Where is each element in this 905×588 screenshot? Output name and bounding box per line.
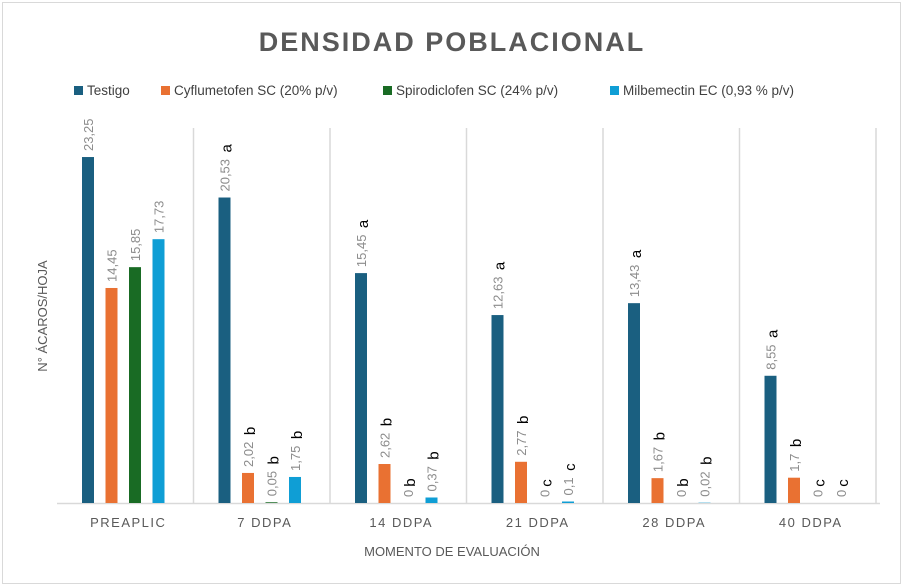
x-tick-label: 28 DDPA (642, 515, 706, 530)
data-label: 0 (674, 490, 689, 497)
bar (628, 303, 640, 503)
data-label: 0 (401, 490, 416, 497)
bar (242, 472, 254, 503)
data-label: 2,62 (378, 433, 393, 458)
bars: 23,25 14,45 15,85 17,73 20,53 a 2,02 b 0,05 b 1,75… (81, 118, 852, 504)
significance-letter: a (628, 249, 645, 258)
data-label: 0 (538, 490, 553, 497)
significance-letter: b (242, 427, 259, 435)
significance-letter: b (426, 451, 443, 459)
legend: Testigo Cyflumetofen SC (20% p/v) Spirodic… (74, 83, 794, 98)
data-label: 0,05 (265, 471, 280, 496)
data-label: 0,02 (698, 471, 713, 496)
x-tick-label: 14 DDPA (369, 515, 433, 530)
x-axis-label: MOMENTO DE EVALUACIÓN (364, 544, 540, 559)
bar (491, 315, 504, 503)
bar (152, 239, 165, 503)
data-label: 23,25 (81, 118, 96, 151)
x-tick-label: 21 DDPA (506, 515, 570, 530)
bar (788, 477, 800, 503)
bar (105, 287, 118, 503)
significance-letter: c (562, 463, 579, 471)
significance-letter: b (266, 456, 283, 464)
data-label: 15,45 (354, 235, 369, 268)
x-tick-label: 7 DDPA (237, 515, 292, 530)
bar (515, 461, 527, 503)
bar (355, 273, 367, 503)
data-label: 14,45 (105, 249, 120, 282)
legend-label: Milbemectin EC (0,93 % p/v) (623, 83, 794, 98)
data-label: 13,43 (627, 265, 642, 298)
data-label: 0 (811, 490, 826, 497)
legend-swatch (74, 86, 83, 95)
bar (129, 267, 141, 503)
bar (265, 502, 278, 503)
x-tick-label: PREAPLIC (90, 515, 166, 530)
legend-swatch (383, 86, 392, 95)
bar (218, 197, 231, 503)
significance-letter: b (379, 418, 396, 426)
legend-label: Cyflumetofen SC (20% p/v) (174, 83, 338, 98)
bar (289, 476, 301, 503)
significance-letter: c (835, 479, 852, 487)
significance-letter: b (652, 432, 669, 440)
legend-label: Spirodiclofen SC (24% p/v) (396, 83, 558, 98)
x-tick-label: 40 DDPA (779, 515, 843, 530)
gridlines (57, 128, 880, 505)
significance-letter: a (492, 261, 509, 270)
data-label: 17,73 (152, 201, 167, 234)
data-label: 1,67 (651, 447, 666, 472)
data-label: 2,02 (241, 442, 256, 467)
data-label: 1,7 (787, 454, 802, 472)
data-label: 15,85 (128, 229, 143, 262)
significance-letter: b (515, 416, 532, 424)
significance-letter: b (788, 439, 805, 447)
data-label: 0,37 (425, 466, 440, 491)
significance-letter: b (699, 457, 716, 465)
significance-letter: b (675, 478, 692, 486)
data-label: 12,63 (491, 277, 506, 310)
bar (562, 501, 574, 503)
significance-letter: b (402, 478, 419, 486)
legend-swatch (610, 86, 619, 95)
bar (378, 464, 391, 503)
significance-letter: c (812, 479, 829, 487)
data-label: 0,1 (561, 477, 576, 495)
significance-letter: c (539, 479, 556, 487)
significance-letter: a (219, 144, 236, 153)
bar (651, 478, 664, 503)
significance-letter: a (765, 329, 782, 338)
data-label: 2,77 (514, 430, 529, 455)
significance-letter: a (355, 219, 372, 228)
chart-title: DENSIDAD POBLACIONAL (259, 27, 646, 57)
legend-label: Testigo (87, 83, 130, 98)
bar (764, 375, 777, 503)
data-label: 1,75 (288, 446, 303, 471)
y-axis-label: N° ÁCAROS/HOJA (35, 260, 50, 372)
significance-letter: b (289, 431, 306, 439)
data-label: 0 (834, 490, 849, 497)
x-tick-labels: PREAPLIC 7 DDPA 14 DDPA 21 DDPA 28 DDPA 40 DD… (90, 515, 843, 530)
bar (82, 157, 94, 504)
legend-swatch (161, 86, 170, 95)
bar (425, 497, 438, 503)
data-label: 8,55 (764, 344, 779, 369)
data-label: 20,53 (218, 159, 233, 192)
